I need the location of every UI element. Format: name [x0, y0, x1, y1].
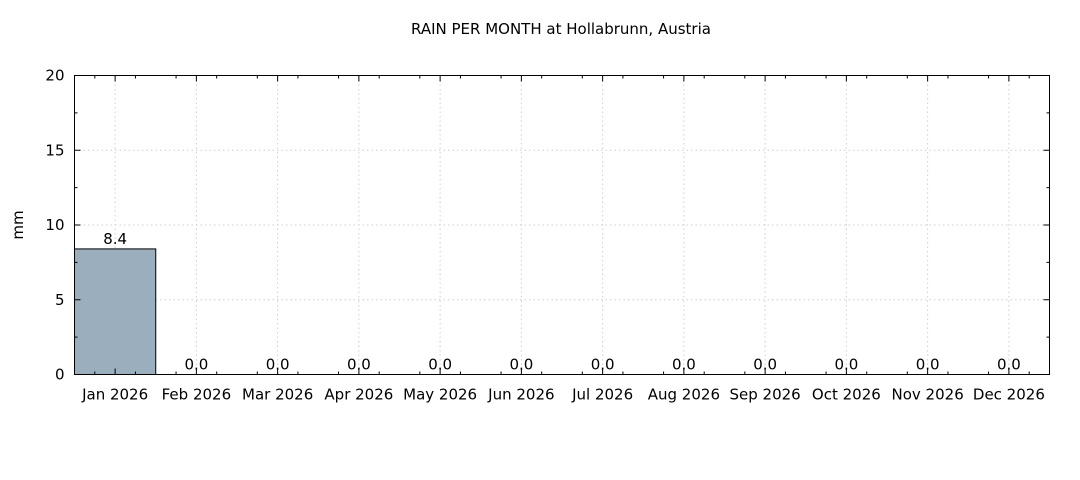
chart-title: RAIN PER MONTH at Hollabrunn, Austria	[411, 20, 711, 38]
x-tick-label: Aug 2026	[648, 386, 720, 404]
data-label: 0.0	[753, 356, 777, 374]
x-tick-label: Mar 2026	[242, 386, 313, 404]
bar	[74, 248, 157, 375]
data-label: 0.0	[916, 356, 940, 374]
data-label: 0.0	[266, 356, 290, 374]
x-tick-label: May 2026	[403, 386, 477, 404]
x-tick-label: Jun 2026	[487, 386, 554, 404]
y-tick-label: 0	[55, 366, 65, 384]
data-label: 0.0	[591, 356, 615, 374]
data-label: 0.0	[184, 356, 208, 374]
x-tick-label: Feb 2026	[162, 386, 232, 404]
data-label: 0.0	[428, 356, 452, 374]
data-label: 0.0	[347, 356, 371, 374]
data-label: 0.0	[997, 356, 1021, 374]
x-tick-label: Sep 2026	[730, 386, 801, 404]
labels-layer: 0 5 10 15 20 8.4 Jan 2026 0.0 Feb 2026 0.0 Mar 202…	[45, 67, 1044, 404]
y-tick-label: 10	[45, 216, 64, 234]
plot-frame	[74, 75, 1050, 375]
y-tick-label: 15	[45, 141, 64, 159]
x-tick-label: Jan 2026	[81, 386, 148, 404]
y-tick-label: 5	[55, 291, 65, 309]
y-axis-label: mm	[9, 210, 27, 239]
x-tick-label: Dec 2026	[973, 386, 1045, 404]
x-tick-label: Jul 2026	[571, 386, 633, 404]
x-tick-label: Apr 2026	[324, 386, 393, 404]
x-tick-label: Nov 2026	[892, 386, 964, 404]
data-label: 8.4	[103, 230, 127, 248]
x-tick-label: Oct 2026	[812, 386, 881, 404]
y-tick-label: 20	[45, 67, 64, 85]
bars-layer	[74, 248, 157, 375]
grid-layer	[74, 75, 1050, 375]
data-label: 0.0	[672, 356, 696, 374]
data-label: 0.0	[834, 356, 858, 374]
data-label: 0.0	[509, 356, 533, 374]
